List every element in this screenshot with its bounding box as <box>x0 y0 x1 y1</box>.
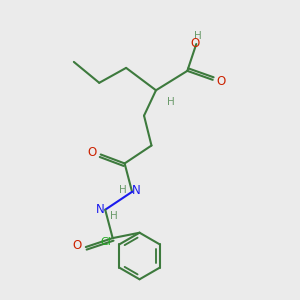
Text: Cl: Cl <box>100 237 111 247</box>
Text: O: O <box>73 239 82 252</box>
Text: N: N <box>96 202 105 216</box>
Text: O: O <box>88 146 97 160</box>
Text: H: H <box>119 185 126 195</box>
Text: H: H <box>167 97 175 107</box>
Text: H: H <box>110 211 117 221</box>
Text: N: N <box>132 184 141 197</box>
Text: O: O <box>216 75 226 88</box>
Text: O: O <box>190 38 200 50</box>
Text: H: H <box>194 31 202 40</box>
